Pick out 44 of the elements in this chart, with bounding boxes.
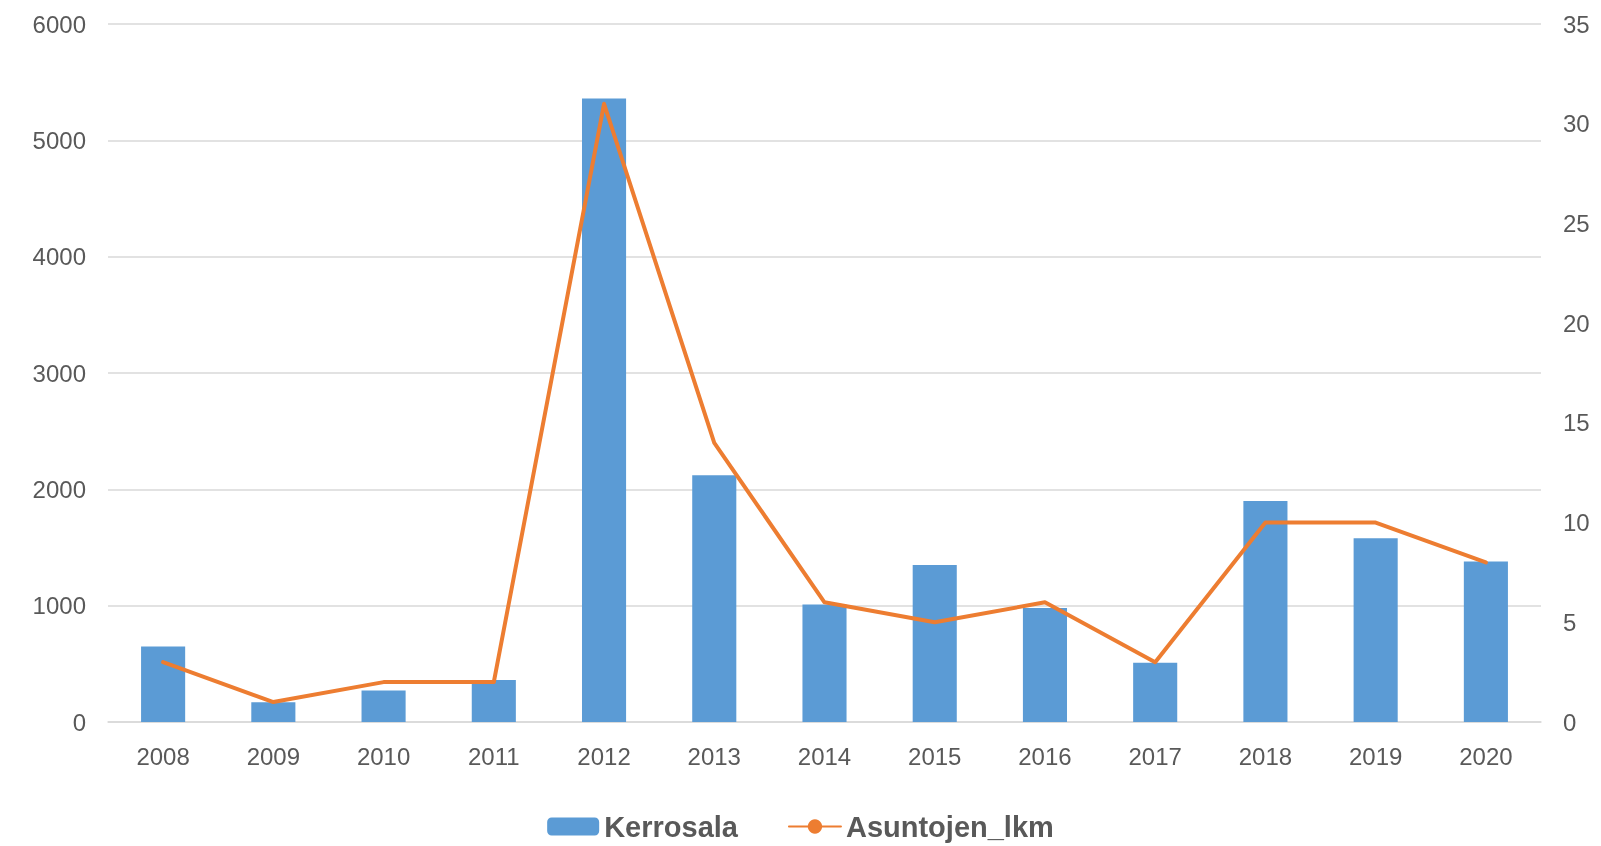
x-tick-label: 2016 xyxy=(1018,742,1072,770)
bar xyxy=(141,646,186,722)
y-tick-label: 0 xyxy=(72,708,86,736)
legend-label: Kerrosala xyxy=(604,810,739,843)
y2-tick-label: 25 xyxy=(1563,209,1590,237)
bar xyxy=(802,604,847,722)
x-tick-label: 2009 xyxy=(246,742,301,770)
y2-tick-label: 20 xyxy=(1563,309,1590,337)
x-tick-label: 2008 xyxy=(136,742,190,770)
x-tick-label: 2017 xyxy=(1128,742,1182,770)
bar xyxy=(581,98,627,722)
bar xyxy=(912,564,957,722)
bar xyxy=(1022,607,1068,722)
bar xyxy=(1243,500,1288,722)
x-tick-label: 2011 xyxy=(468,742,520,770)
legend-label: Asuntojen_lkm xyxy=(845,810,1054,843)
y-tick-label: 3000 xyxy=(32,359,86,387)
y-tick-label: 6000 xyxy=(32,10,86,38)
x-tick-label: 2015 xyxy=(908,742,962,770)
x-tick-label: 2018 xyxy=(1238,742,1293,770)
x-tick-label: 2020 xyxy=(1459,742,1513,770)
y2-tick-label: 35 xyxy=(1563,10,1590,38)
bar xyxy=(1353,538,1398,722)
bar xyxy=(1463,561,1508,722)
y-tick-label: 5000 xyxy=(32,126,86,154)
bar xyxy=(471,680,516,722)
line-series xyxy=(161,101,1488,705)
y-tick-label: 2000 xyxy=(32,475,86,503)
y2-tick-label: 30 xyxy=(1563,110,1590,138)
x-tick-label: 2012 xyxy=(577,742,631,770)
x-tick-label: 2019 xyxy=(1348,742,1403,770)
x-tick-label: 2013 xyxy=(687,742,741,770)
x-tick-label: 2010 xyxy=(356,742,411,770)
bar xyxy=(692,475,737,722)
y2-tick-label: 0 xyxy=(1563,708,1577,736)
y2-tick-label: 15 xyxy=(1563,409,1590,437)
bar xyxy=(251,702,296,722)
x-tick-label: 2014 xyxy=(797,742,852,770)
y-tick-label: 4000 xyxy=(32,243,86,271)
bar xyxy=(361,690,406,722)
y2-tick-label: 5 xyxy=(1563,608,1577,636)
y2-tick-label: 10 xyxy=(1563,509,1590,537)
bar xyxy=(1133,662,1178,722)
y-tick-label: 1000 xyxy=(32,592,86,620)
